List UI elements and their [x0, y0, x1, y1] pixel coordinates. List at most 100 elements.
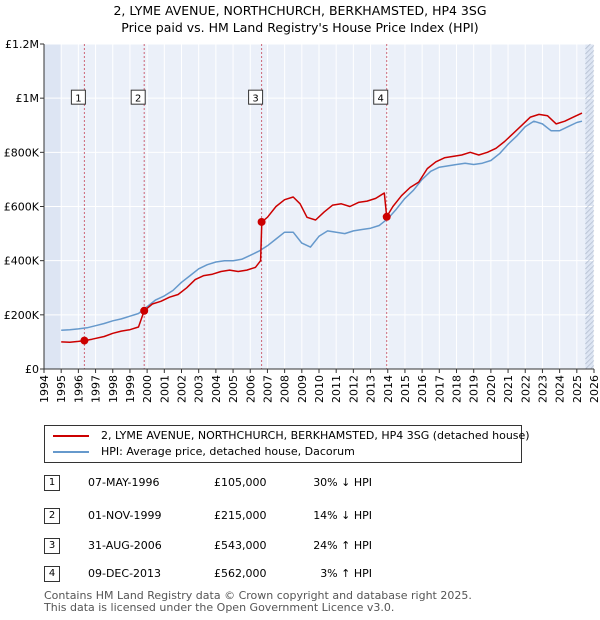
sale-marker-box [373, 89, 389, 105]
hatch-line [585, 295, 595, 305]
hatch-line [585, 85, 595, 95]
hpi-line [61, 120, 583, 332]
legend-swatch-property [53, 435, 89, 437]
hatch-line [585, 190, 595, 200]
hatch-line [585, 170, 595, 180]
sale-row: 4 09-DEC-2013 £562,000 3% ↑ HPI [44, 565, 584, 583]
hatch-line [585, 240, 595, 250]
hatch-line [585, 285, 595, 295]
hatch-line [585, 75, 595, 85]
hatch-line [585, 275, 595, 285]
x-tick-label: 2007 [261, 375, 274, 403]
sale-marker-box [248, 89, 264, 105]
x-tick-label: 2011 [330, 375, 343, 403]
x-tick-label: 2000 [141, 375, 154, 403]
x-tick-label: 2023 [536, 375, 549, 403]
x-tick-label: 2002 [176, 375, 189, 403]
hatch-line [585, 325, 595, 335]
y-tick-label: £800K [4, 146, 40, 159]
hatch-line [585, 145, 595, 155]
hatch-line [585, 215, 595, 225]
sale-marker-box [70, 89, 86, 105]
sale-marker-label: 1 [75, 94, 81, 105]
hatch-line [585, 280, 595, 290]
hatch-line [585, 195, 595, 205]
hatch-line [585, 260, 595, 270]
x-tick-label: 2020 [485, 375, 498, 403]
y-tick-label: £400K [4, 255, 40, 268]
hatch-line [585, 335, 595, 345]
sale-point [140, 306, 149, 315]
hatch-line [585, 160, 595, 170]
x-tick-label: 2018 [451, 375, 464, 403]
sale-number-badge: 1 [44, 475, 60, 491]
sale-marker-label: 2 [135, 94, 141, 105]
sale-marker-label: 3 [252, 94, 258, 105]
hatch-line [585, 200, 595, 210]
y-tick-label: £200K [4, 309, 40, 322]
sale-price: £215,000 [214, 509, 267, 522]
sale-date: 01-NOV-1999 [88, 509, 162, 522]
sale-row: 1 07-MAY-1996 £105,000 30% ↓ HPI [44, 474, 584, 492]
x-tick-label: 2006 [244, 375, 257, 403]
hatch-line [585, 265, 595, 275]
hatch-line [585, 205, 595, 215]
hatch-line [585, 140, 595, 150]
hatch-line [585, 315, 595, 325]
x-tick-label: 2012 [347, 375, 360, 403]
chart-subtitle: Price paid vs. HM Land Registry's House … [121, 20, 478, 35]
sale-hpi-change: 24% ↑ HPI [313, 539, 372, 552]
y-tick-label: £600K [4, 201, 40, 214]
hatch-line [585, 80, 595, 90]
hatch-line [585, 43, 591, 50]
hatch-line [585, 320, 595, 330]
legend-label-hpi: HPI: Average price, detached house, Daco… [101, 445, 355, 458]
hatch-line [585, 175, 595, 185]
hatch-line [585, 230, 595, 240]
sale-row: 2 01-NOV-1999 £215,000 14% ↓ HPI [44, 507, 584, 525]
sale-hpi-change: 3% ↑ HPI [320, 567, 372, 580]
x-tick-label: 2025 [571, 375, 584, 403]
hatch-line [585, 110, 595, 120]
plot-area: 1 2 3 4 £0 £200K £400K £600K £800K £1M £1.2M 1994 19… [4, 38, 600, 403]
hatch-line [585, 60, 595, 70]
hatch-line [585, 270, 595, 280]
sale-price: £562,000 [214, 567, 267, 580]
x-tick-label: 2001 [158, 375, 171, 403]
hatch-line [590, 365, 595, 370]
hatch-line [585, 130, 595, 140]
hatch-line [585, 115, 595, 125]
x-tick-label: 1996 [72, 375, 85, 403]
hatch-line [585, 355, 595, 365]
sale-date: 31-AUG-2006 [88, 539, 162, 552]
hatch-line [585, 220, 595, 230]
hatch-line [585, 155, 595, 165]
sale-date: 07-MAY-1996 [88, 476, 160, 489]
legend-label-property: 2, LYME AVENUE, NORTHCHURCH, BERKHAMSTED… [101, 429, 530, 442]
sale-marker-label: 4 [378, 94, 384, 105]
x-tick-label: 2014 [382, 375, 395, 403]
x-tick-label: 2026 [588, 375, 600, 403]
sale-number-badge: 2 [44, 508, 60, 524]
x-tick-label: 2015 [399, 375, 412, 403]
hatch-line [585, 350, 595, 360]
hatch-line [585, 330, 595, 340]
hatch-line [585, 125, 595, 135]
hatch-line [585, 310, 595, 320]
sale-point [80, 336, 89, 345]
hatch-line [585, 45, 595, 55]
hatch-line [585, 255, 595, 265]
hatch-line [585, 210, 595, 220]
hatch-line [585, 120, 595, 130]
hatch-line [585, 90, 595, 100]
hatch-line [585, 185, 595, 195]
hatch-line [585, 65, 595, 75]
x-tick-label: 1999 [124, 375, 137, 403]
hatch-line [585, 245, 595, 255]
x-tick-label: 2019 [468, 375, 481, 403]
x-tick-label: 1997 [90, 375, 103, 403]
hatch-line [585, 225, 595, 235]
hatch-line [585, 55, 595, 65]
x-tick-label: 1998 [107, 375, 120, 403]
x-tick-label: 2024 [554, 375, 567, 403]
